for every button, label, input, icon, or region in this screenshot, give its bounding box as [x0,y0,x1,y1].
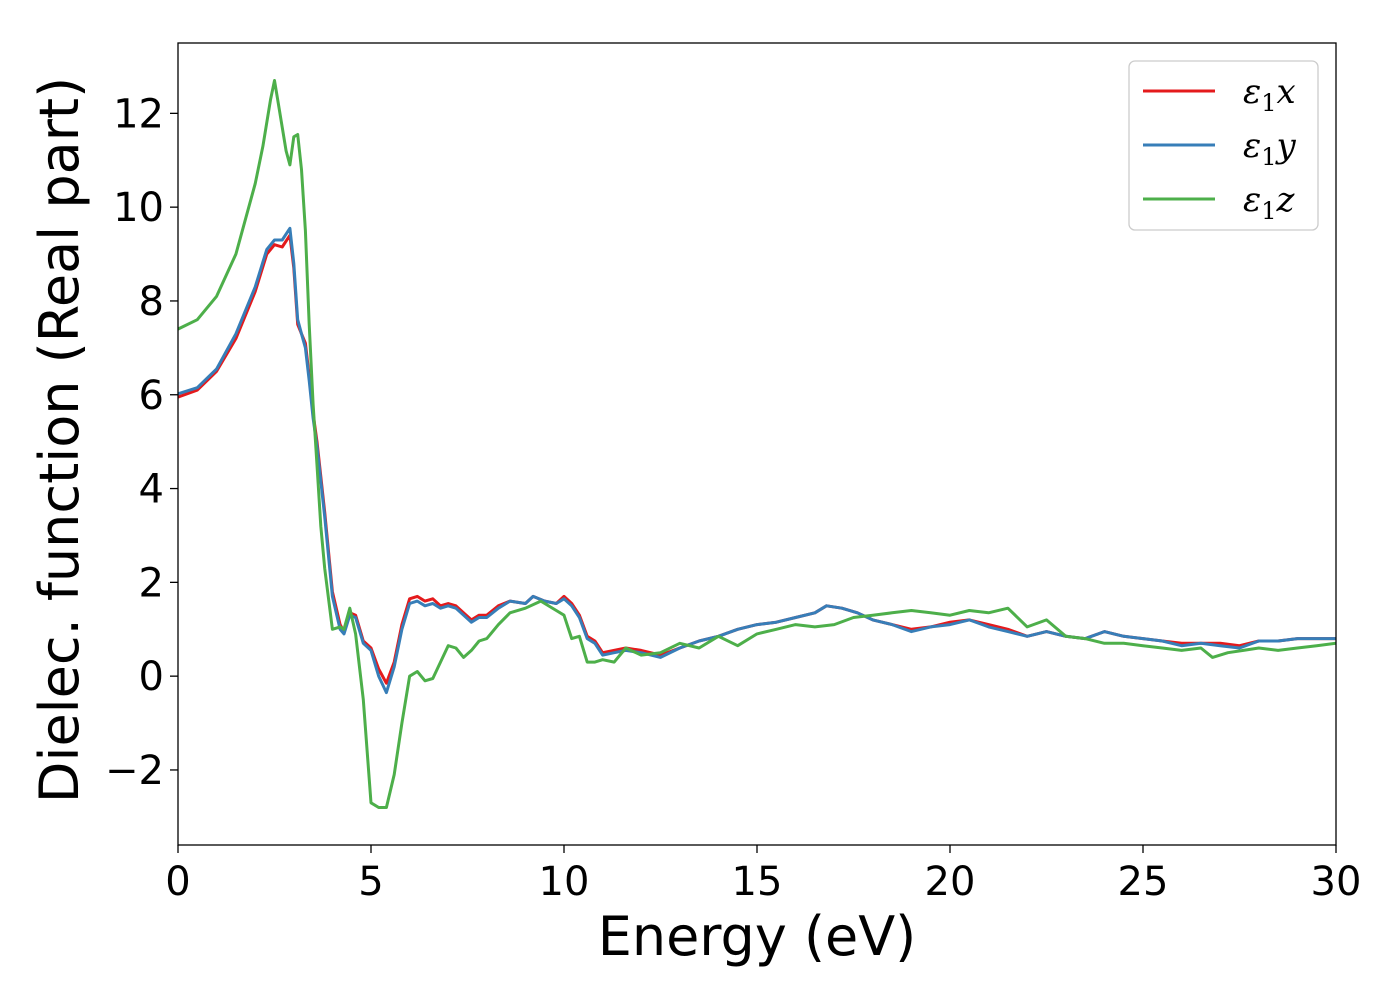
x-tick-label: 0 [165,859,190,905]
y-axis-title: Dielec. function (Real part) [28,77,91,803]
x-tick-label: 5 [358,859,383,905]
y-tick-label: 0 [139,654,164,700]
series-layer [178,79,1336,809]
y-tick-label: 6 [139,373,164,419]
y-tick-label: 4 [139,467,164,513]
legend-label: ε1x [1243,72,1296,117]
series-line-3 [178,79,1336,809]
x-tick-label: 30 [1311,859,1362,905]
y-tick-label: −2 [105,748,164,794]
x-axis: 0 5 10 15 20 25 30 [165,845,1361,905]
x-tick-label: 10 [539,859,590,905]
y-tick-label: 10 [113,185,164,231]
x-tick-label: 15 [732,859,783,905]
y-tick-label: 8 [139,279,164,325]
legend-box [1128,60,1319,231]
legend: ε1x ε1y ε1z [1128,60,1319,231]
x-tick-label: 20 [925,859,976,905]
x-tick-label: 25 [1118,859,1169,905]
y-tick-label: 12 [113,91,164,137]
legend-label: ε1z [1243,180,1296,225]
y-axis: −2 0 2 4 6 8 10 12 [105,91,178,794]
x-axis-title: Energy (eV) [598,905,917,968]
y-tick-label: 2 [139,560,164,606]
legend-label: ε1y [1243,126,1297,171]
